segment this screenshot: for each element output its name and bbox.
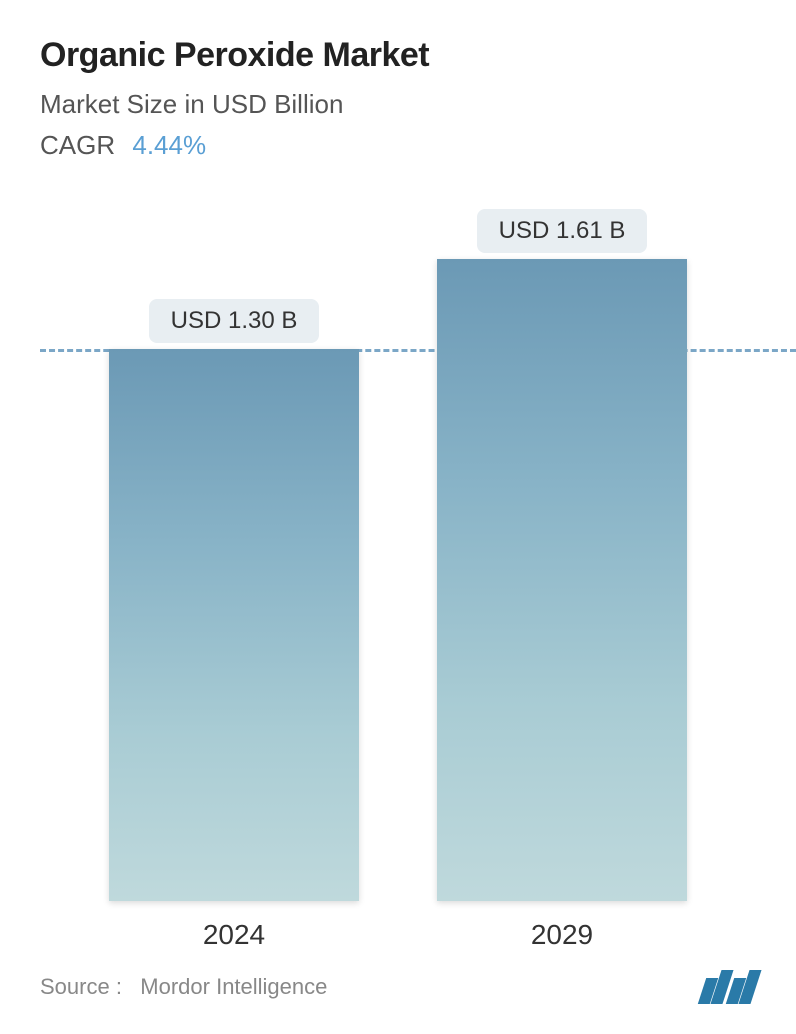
source-text: Source : Mordor Intelligence: [40, 974, 327, 1000]
x-label-2029: 2029: [437, 919, 687, 951]
source-name: Mordor Intelligence: [140, 974, 327, 999]
source-prefix: Source :: [40, 974, 122, 999]
footer: Source : Mordor Intelligence: [40, 970, 756, 1004]
chart-title: Organic Peroxide Market: [40, 36, 756, 75]
x-axis-labels: 2024 2029: [40, 901, 756, 951]
bar-value-label: USD 1.30 B: [149, 299, 320, 343]
chart-area: USD 1.30 B USD 1.61 B: [40, 221, 756, 901]
cagr-value: 4.44%: [132, 130, 206, 160]
x-label-2024: 2024: [109, 919, 359, 951]
bars-row: USD 1.30 B USD 1.61 B: [40, 221, 756, 901]
chart-subtitle: Market Size in USD Billion: [40, 89, 756, 120]
bar-2024: [109, 349, 359, 901]
cagr-label: CAGR: [40, 130, 115, 160]
bar-group-2024: USD 1.30 B: [109, 299, 359, 901]
bar-2029: [437, 259, 687, 901]
bar-value-label: USD 1.61 B: [477, 209, 648, 253]
chart-container: Organic Peroxide Market Market Size in U…: [0, 0, 796, 1034]
bar-group-2029: USD 1.61 B: [437, 209, 687, 901]
cagr-line: CAGR 4.44%: [40, 130, 756, 161]
brand-logo-icon: [702, 970, 756, 1004]
